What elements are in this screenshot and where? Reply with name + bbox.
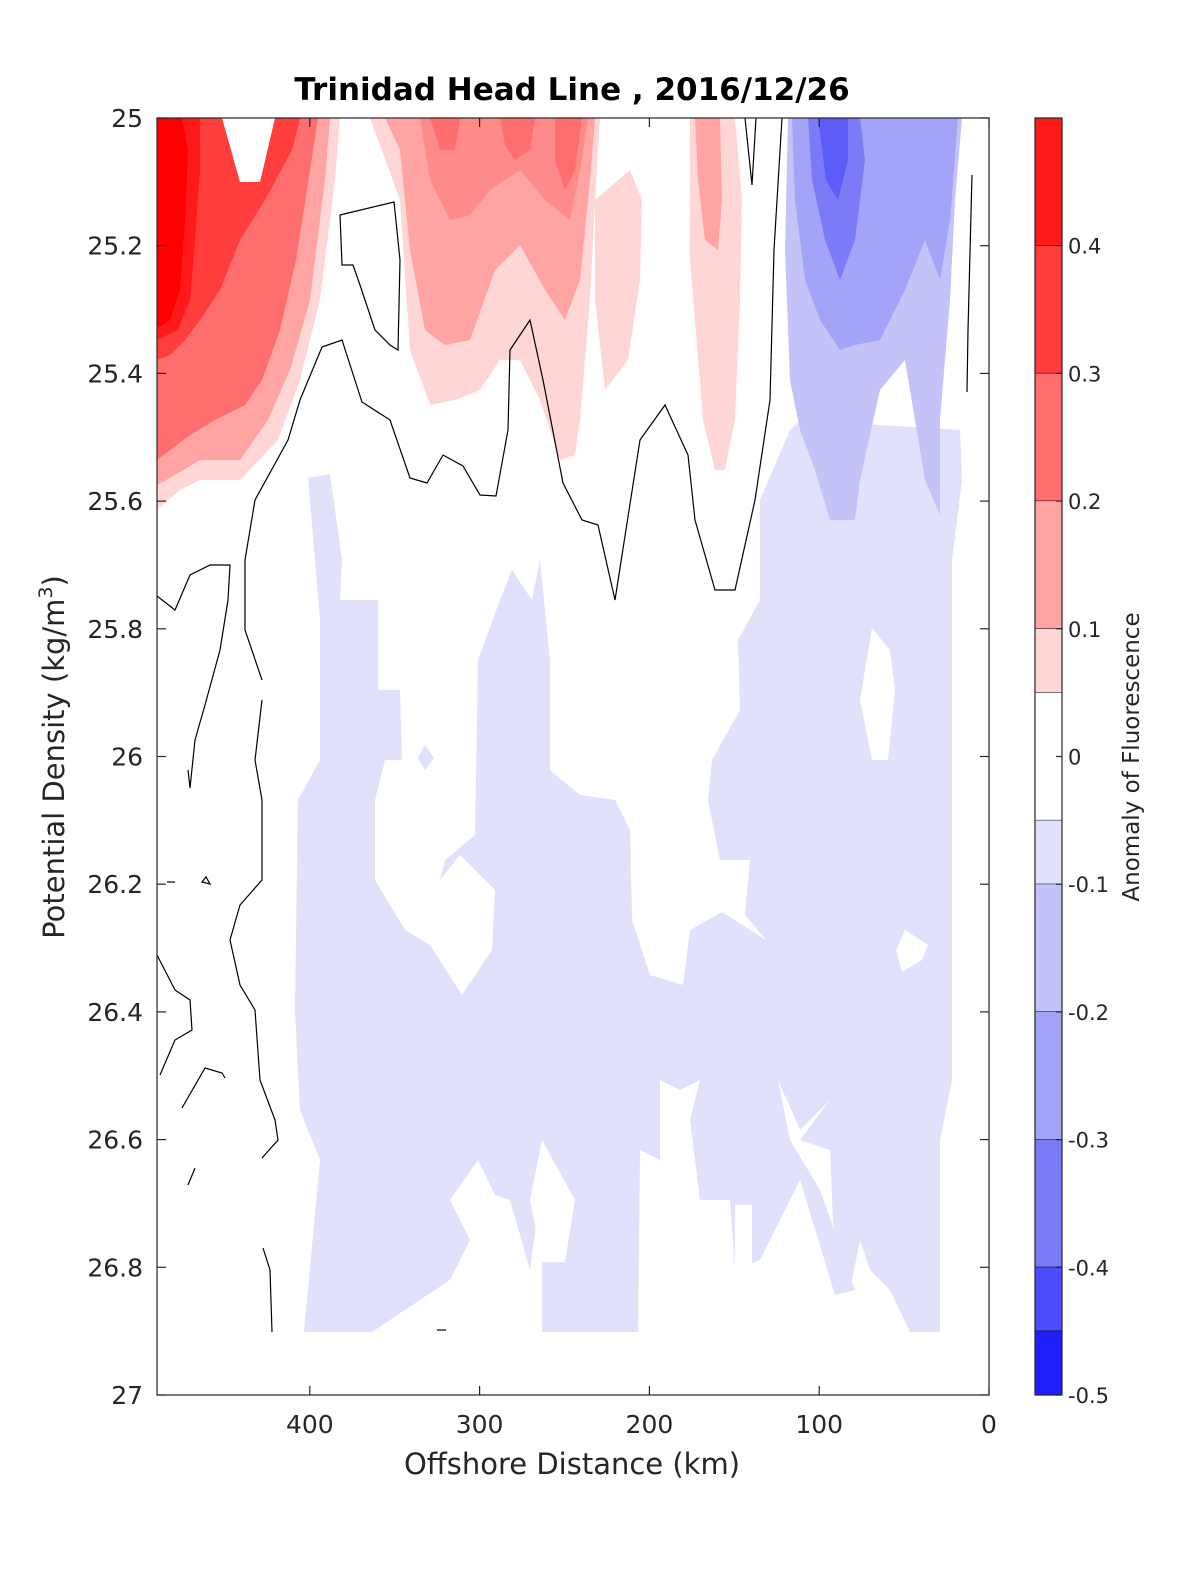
colorbar-tick-label: -0.2 [1068,1001,1109,1025]
colorbar-swatch [1035,373,1062,502]
anomaly-region-pink-inner-2 [695,118,722,250]
colorbar-tick-label: 0.3 [1068,362,1101,386]
anomaly-region-blue-3 [808,118,865,280]
x-tick-label: 200 [626,1410,674,1439]
y-axis-label-superscript: 3 [35,586,57,598]
y-tick-label: 27 [111,1381,143,1410]
colorbar-swatch [1035,245,1062,374]
anomaly-region-white-hole-4 [530,1140,575,1262]
colorbar-swatch [1035,1267,1062,1332]
anomaly-region-red-mid-5 [430,118,460,150]
y-axis-label-close: ) [37,575,71,586]
anomaly-region-red-offshore-5 [157,118,188,328]
anomaly-region-white-hole-3 [735,1205,752,1275]
contour-line-10 [187,1167,196,1186]
contour-line-11 [262,1247,273,1333]
y-tick-label: 26 [111,743,143,772]
y-tick-label: 25.6 [87,487,143,516]
anomaly-region-red-mid-2 [420,118,588,220]
y-axis: 25 25.2 25.4 25.6 25.8 26 26.2 26.4 26.6 26.8 27 [87,104,989,1410]
colorbar-tick-label: -0.5 [1068,1384,1109,1408]
contour-line-7 [229,699,279,1159]
colorbar-swatch [1035,1139,1062,1268]
anomaly-region-blue-4 [928,118,948,175]
anomaly-region-white-notch [222,118,275,182]
anomaly-region-pink-streak [595,170,642,390]
anomaly-region-blue-5 [818,118,848,200]
colorbar-tick-label: 0.4 [1068,235,1101,259]
y-tick-label: 26.2 [87,870,143,899]
contour-line-1 [321,118,783,601]
colorbar-label: Anomaly of Fluorescence [1119,612,1145,901]
y-tick-label: 25.2 [87,232,143,261]
x-tick-label: 0 [981,1410,997,1439]
contour-line-5 [966,174,973,393]
anomaly-region-light-blue-1 [295,474,830,1332]
colorbar-tick-label: 0 [1068,746,1081,770]
y-tick-label: 26.4 [87,998,143,1027]
colorbar-tick-label: -0.1 [1068,873,1109,897]
colorbar-swatch [1035,1331,1062,1395]
x-axis: 400 300 200 100 0 [286,118,997,1439]
contour-line-4 [744,118,757,186]
colorbar-swatch [1035,884,1062,1012]
colorbar-tick-label: -0.4 [1068,1256,1109,1280]
y-tick-label: 26.8 [87,1253,143,1282]
colorbar: 0.4 0.3 0.2 0.1 0 -0.1 -0.2 -0.3 -0.4 -0.5 [1034,117,1109,1408]
anomaly-region-light-blue-4 [375,1095,392,1170]
contour-line-8 [157,954,193,1076]
colorbar-tick-label: 0.1 [1068,618,1101,642]
contour-line-2 [244,346,323,681]
chart-title: Trinidad Head Line , 2016/12/26 [294,72,849,108]
y-axis-label: Potential Density (kg/m3) [35,575,71,939]
x-axis-label: Offshore Distance (km) [404,1447,740,1481]
plot-area [157,118,989,1395]
x-tick-label: 300 [456,1410,504,1439]
contour-lines [157,118,973,1333]
anomaly-region-white-hole-1 [860,628,895,760]
x-tick-label: 100 [795,1410,843,1439]
colorbar-swatch [1035,820,1062,885]
y-axis-label-main: Potential Density (kg/m [37,599,71,939]
contour-line-12 [200,875,212,885]
y-tick-label: 26.6 [87,1126,143,1155]
y-tick-label: 25.4 [87,359,143,388]
colorbar-tick-label: -0.3 [1068,1129,1109,1153]
colorbar-swatch [1035,118,1062,246]
anomaly-region-light-blue-5 [418,745,434,770]
x-tick-label: 400 [286,1410,334,1439]
anomaly-region-white-hole-2 [896,930,928,972]
anomaly-region-light-blue-3 [690,1080,855,1295]
colorbar-swatch [1035,1011,1062,1140]
contour-line-6 [157,564,231,789]
contour-line-3 [339,201,401,352]
colorbar-swatch [1035,501,1062,629]
colorbar-tick-label: 0.2 [1068,490,1101,514]
contour-line-9 [181,1067,226,1109]
y-tick-label: 25 [111,104,143,133]
y-axis-label-group: Potential Density (kg/m3) [35,575,71,939]
y-tick-label: 25.8 [87,615,143,644]
anomaly-region-red-mid-4 [555,118,582,190]
colorbar-swatch [1035,628,1062,693]
anomaly-region-red-mid-3 [500,118,535,160]
anomaly-region-light-blue-2 [708,420,962,1332]
